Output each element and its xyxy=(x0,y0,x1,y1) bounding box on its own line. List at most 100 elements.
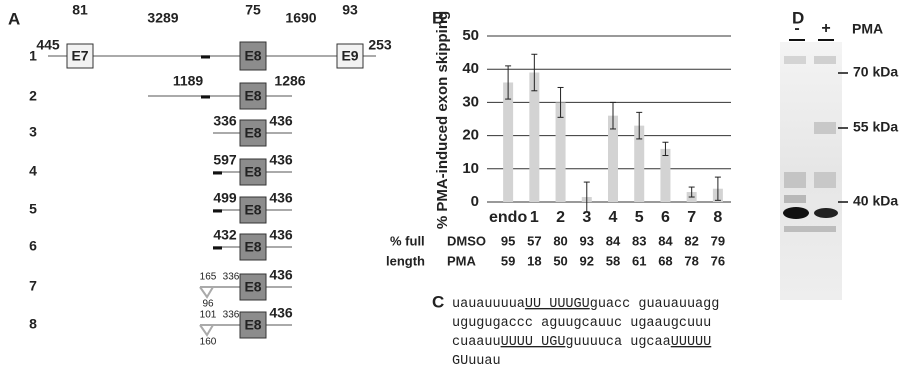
x-tick-label: 5 xyxy=(635,209,644,226)
y-axis-label: % PMA-induced exon skipping xyxy=(434,11,451,229)
sequence-segment: cuaauu xyxy=(452,335,501,350)
table-cell: 59 xyxy=(501,253,515,268)
length: 499 xyxy=(213,190,237,206)
length: 436 xyxy=(269,113,293,129)
band xyxy=(814,172,836,188)
table-cell: 84 xyxy=(606,233,621,248)
length: 165 xyxy=(200,272,217,283)
x-tick-label: 8 xyxy=(713,209,722,226)
panel-c: C uauauuuuaUU UUUGUguacc guauauuagg ugugu… xyxy=(432,292,719,365)
sequence-segment: GU xyxy=(452,354,468,365)
figure: A 1 445 E7 81 3289 E8 75 1690 E9 93 253 … xyxy=(0,0,907,365)
length: 1690 xyxy=(285,10,316,26)
gel xyxy=(780,42,842,300)
length: 436 xyxy=(269,305,293,321)
length: 336 xyxy=(223,310,240,321)
sequence-segment: uuau xyxy=(468,354,500,365)
length: 597 xyxy=(213,152,237,168)
exon-label: E8 xyxy=(244,48,261,64)
band xyxy=(784,56,806,64)
splice xyxy=(200,325,213,335)
table-cell: 68 xyxy=(658,253,672,268)
exon-label: E8 xyxy=(244,88,261,104)
x-tick-label: 7 xyxy=(687,209,696,226)
length: 160 xyxy=(200,337,217,348)
length: 1286 xyxy=(274,73,305,89)
x-tick-label: endo xyxy=(489,209,527,226)
bar xyxy=(503,82,513,202)
exon-label: E8 xyxy=(244,239,261,255)
row-label: 8 xyxy=(29,316,37,332)
row-name: PMA xyxy=(447,253,477,268)
row-label: 3 xyxy=(29,124,37,140)
row-label: 5 xyxy=(29,201,37,217)
length: 436 xyxy=(269,152,293,168)
sequence-segment: guacc guauauuagg xyxy=(590,297,720,312)
band xyxy=(814,56,836,64)
x-tick-label: 4 xyxy=(609,209,618,226)
table-cell: 84 xyxy=(658,233,673,248)
length: 75 xyxy=(245,2,261,18)
length: 253 xyxy=(368,37,392,53)
table-cell: 58 xyxy=(606,253,620,268)
band xyxy=(784,172,806,188)
panel-label: C xyxy=(432,292,444,311)
row-label: 6 xyxy=(29,238,37,254)
exon-label: E8 xyxy=(244,125,261,141)
panel-a-rows: 3336E84364597E84365499E84366432E84367165… xyxy=(29,113,293,348)
sequence-segment: ugugugaccc aguugcauuc ugaaugcuuu xyxy=(452,316,711,331)
exon-label: E9 xyxy=(341,48,358,64)
exon-label: E8 xyxy=(244,202,261,218)
length: 336 xyxy=(223,272,240,283)
band xyxy=(814,122,836,134)
panel-d: D - + PMA 70 kDa 55 kDa 40 kDa xyxy=(780,8,898,300)
length: 81 xyxy=(72,2,88,18)
table-cell: 95 xyxy=(501,233,515,248)
row-header: length xyxy=(386,253,425,268)
table-cell: 61 xyxy=(632,253,646,268)
row-label: 2 xyxy=(29,88,37,104)
length: 101 xyxy=(200,310,217,321)
table-cell: 18 xyxy=(527,253,541,268)
bar xyxy=(660,149,670,202)
length: 436 xyxy=(269,267,293,283)
length: 432 xyxy=(213,227,237,243)
treatment-label: PMA xyxy=(852,21,883,37)
panel-b: B % PMA-induced exon skipping % full len… xyxy=(386,8,731,268)
y-tick-label: 0 xyxy=(471,193,479,210)
table-cell: 76 xyxy=(711,253,725,268)
exon-label: E8 xyxy=(244,279,261,295)
length: 1189 xyxy=(173,73,204,89)
table-cell: 57 xyxy=(527,233,541,248)
length: 445 xyxy=(36,37,60,53)
y-tick-label: 10 xyxy=(462,160,479,177)
panel-a: A 1 445 E7 81 3289 E8 75 1690 E9 93 253 … xyxy=(8,2,392,109)
sequence-line: ugugugaccc aguugcauuc ugaaugcuuu xyxy=(452,316,711,331)
length: 3289 xyxy=(147,10,178,26)
table-cell: 83 xyxy=(632,233,646,248)
sequence-segment: UUUU UGU xyxy=(501,335,566,350)
marker-label: 55 kDa xyxy=(853,119,898,135)
length: 336 xyxy=(213,113,237,129)
splice xyxy=(200,287,213,297)
lane-label: - xyxy=(794,20,799,37)
row-header: % full xyxy=(390,233,425,248)
marker-label: 70 kDa xyxy=(853,64,898,80)
length: 93 xyxy=(342,2,358,18)
band xyxy=(784,226,836,232)
table-cell: 78 xyxy=(684,253,698,268)
sequence-line: uauauuuuaUU UUUGUguacc guauauuagg xyxy=(452,297,719,312)
length: 436 xyxy=(269,190,293,206)
sequence-line: cuaauuUUUU UGUguuuuca ugcaaUUUUU xyxy=(452,335,711,350)
length: 436 xyxy=(269,227,293,243)
table-cell: 79 xyxy=(711,233,725,248)
band xyxy=(783,207,809,219)
length: 96 xyxy=(202,299,214,310)
x-tick-label: 6 xyxy=(661,209,670,226)
lane-label: + xyxy=(821,20,830,37)
x-tick-label: 2 xyxy=(556,209,565,226)
row-label: 4 xyxy=(29,163,37,179)
row-name: DMSO xyxy=(447,233,486,248)
panel-label: A xyxy=(8,9,20,28)
exon-label: E8 xyxy=(244,317,261,333)
